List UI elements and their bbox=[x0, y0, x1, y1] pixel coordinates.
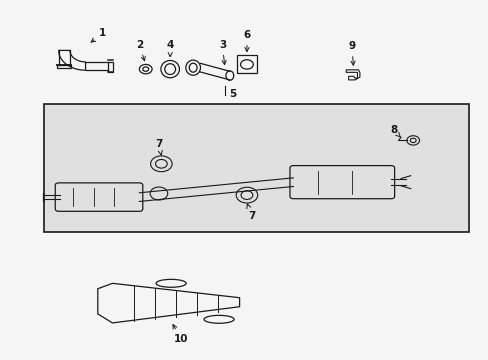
Text: 4: 4 bbox=[166, 40, 174, 57]
Text: 9: 9 bbox=[348, 41, 355, 65]
FancyBboxPatch shape bbox=[44, 104, 468, 232]
Text: 7: 7 bbox=[155, 139, 163, 155]
Text: 1: 1 bbox=[91, 28, 106, 42]
Text: 2: 2 bbox=[136, 40, 145, 61]
Text: 6: 6 bbox=[243, 30, 250, 51]
Text: 10: 10 bbox=[173, 324, 188, 344]
Text: 7: 7 bbox=[246, 204, 255, 221]
Text: 8: 8 bbox=[389, 125, 400, 137]
Text: 3: 3 bbox=[219, 40, 226, 64]
Text: 5: 5 bbox=[228, 89, 236, 99]
